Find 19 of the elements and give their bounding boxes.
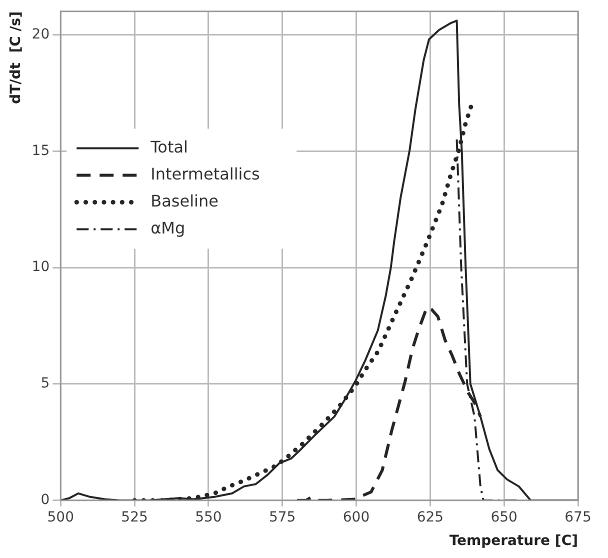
x-tick-label: 525 [121,509,148,526]
legend-label: αMg [150,218,186,238]
legend-label: Baseline [150,191,218,210]
y-axis-title: dT/dt [C /s] [8,11,24,104]
legend-label: Total [150,137,188,156]
legend-label: Intermetallics [150,164,260,184]
x-tick-label: 500 [47,509,74,526]
y-tick-label: 10 [32,259,50,276]
x-tick-label: 625 [416,509,444,526]
y-tick-label: 20 [32,26,50,42]
y-tick-label: 15 [32,142,50,159]
x-tick-label: 550 [195,509,222,526]
x-tick-label: 575 [268,509,296,526]
y-tick-label: 0 [40,492,50,508]
x-tick-label: 600 [342,509,370,526]
x-tick-label: 650 [490,509,518,526]
x-axis-title: Temperature [C] [449,533,578,550]
y-tick-label: 5 [40,376,50,392]
x-tick-label: 675 [564,509,592,526]
